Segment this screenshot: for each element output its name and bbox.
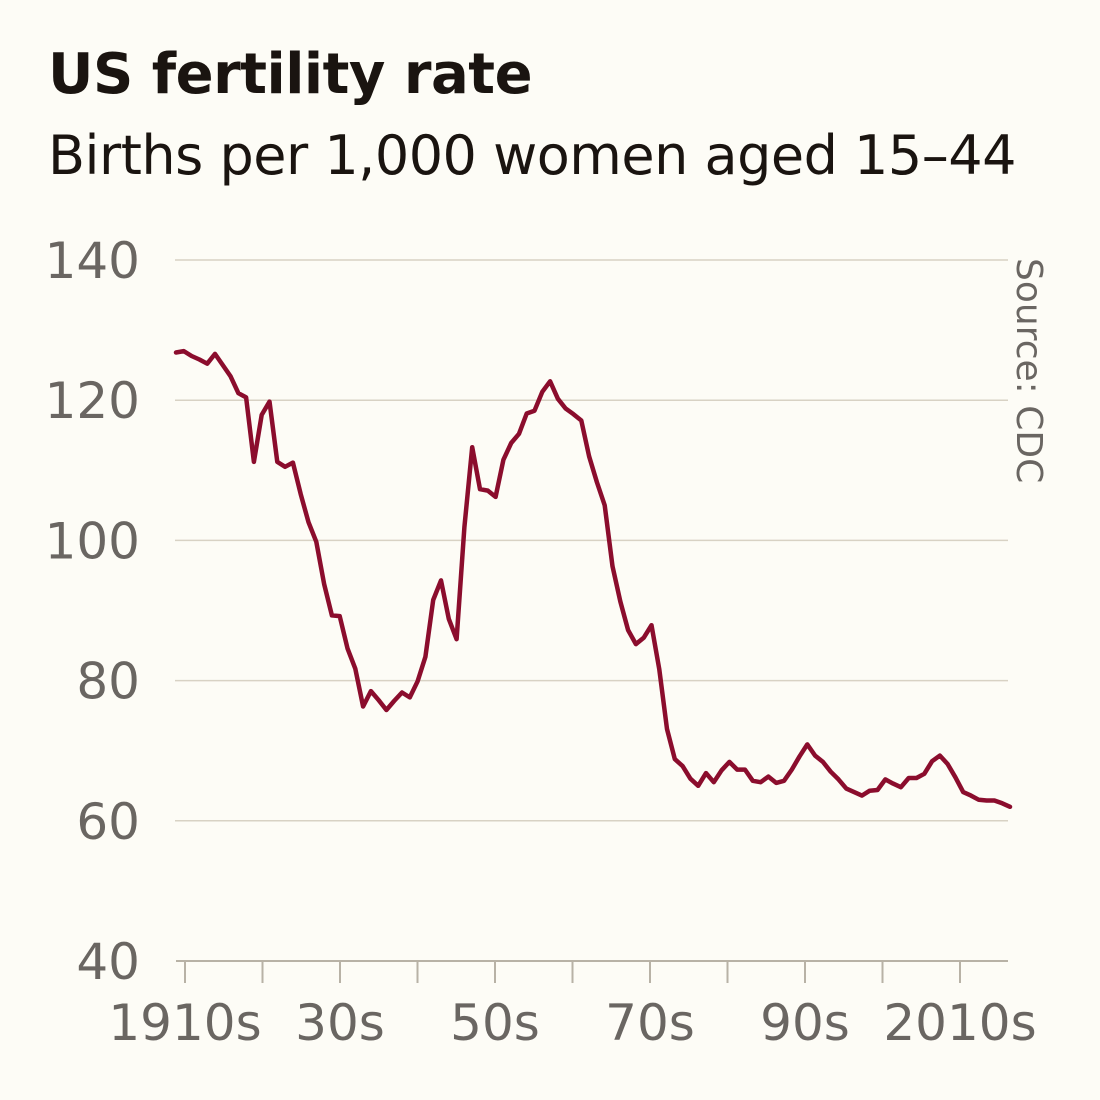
- y-tick-labels: 40 60 80 100 120 140: [45, 232, 140, 991]
- x-tick-label-1910s: 1910s: [108, 994, 261, 1052]
- source-label: Source: CDC: [1008, 258, 1049, 483]
- x-tick-label-90s: 90s: [760, 994, 850, 1052]
- y-tick-label-60: 60: [76, 793, 140, 851]
- grid-lines: [175, 259, 1008, 822]
- y-tick-label-80: 80: [76, 653, 140, 711]
- series-line-fertility-rate: [173, 348, 1013, 810]
- x-tick-labels: 1910s 30s 50s 70s 90s 2010s: [108, 994, 1036, 1052]
- x-tick-label-50s: 50s: [450, 994, 540, 1052]
- x-tick-label-2010s: 2010s: [883, 994, 1036, 1052]
- chart-title: US fertility rate: [48, 42, 533, 107]
- x-axis: [176, 960, 1008, 983]
- y-tick-label-100: 100: [45, 512, 140, 570]
- x-tick-label-70s: 70s: [605, 994, 695, 1052]
- y-tick-label-120: 120: [45, 372, 140, 430]
- chart-subtitle: Births per 1,000 women aged 15–44: [48, 124, 1016, 187]
- y-tick-label-140: 140: [45, 232, 140, 290]
- y-tick-label-40: 40: [76, 933, 140, 991]
- x-tick-label-30s: 30s: [295, 994, 385, 1052]
